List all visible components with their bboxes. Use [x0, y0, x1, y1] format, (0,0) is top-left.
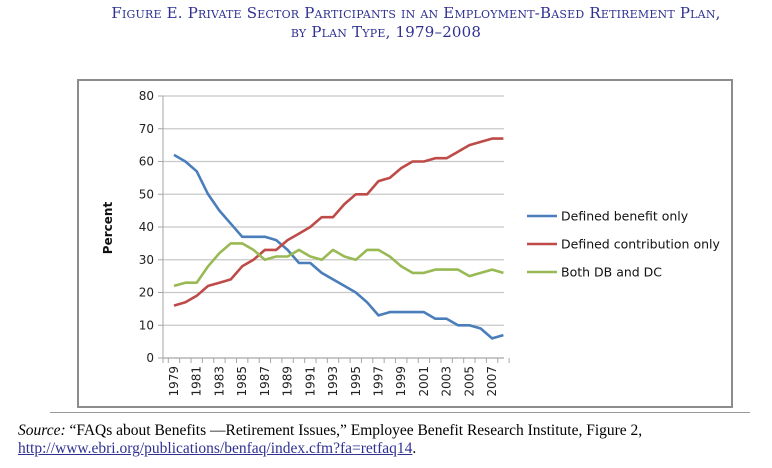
y-tick-label: 50 [139, 187, 154, 201]
series-lines [173, 137, 504, 340]
legend-label: Both DB and DC [561, 265, 662, 280]
y-tick-label: 40 [139, 220, 154, 234]
divider [50, 412, 750, 413]
y-axis-ticks: 0 10 20 30 40 50 60 70 80 [139, 89, 164, 365]
y-tick-label: 30 [139, 253, 154, 267]
legend: Defined benefit only Defined contribution… [527, 209, 720, 280]
x-tick-label: 1989 [281, 366, 295, 397]
y-axis-label: Percent [101, 202, 115, 255]
x-tick-label: 2007 [485, 366, 499, 397]
x-tick-label: 2005 [462, 366, 476, 397]
y-tick-label: 10 [139, 318, 154, 332]
y-tick-label: 80 [139, 89, 154, 103]
source-link[interactable]: http://www.ebri.org/publications/benfaq/… [18, 440, 413, 457]
x-tick-label: 1979 [167, 366, 181, 397]
x-tick-label: 1987 [258, 366, 272, 397]
x-tick-label: 1997 [371, 366, 385, 397]
x-tick-label: 2003 [440, 366, 454, 397]
x-axis: 1979 1981 1983 1985 1987 1989 1991 1993 1995 1997… [167, 358, 510, 397]
x-tick-label: 1993 [326, 366, 340, 397]
x-tick-label: 1991 [303, 366, 317, 397]
source-trailing: . [412, 440, 417, 457]
x-tick-label: 1981 [190, 366, 204, 397]
x-tick-label: 1999 [394, 366, 408, 397]
figure-title-line2: by Plan Type, 1979–2008 [290, 23, 482, 41]
source-label: Source: [18, 422, 66, 439]
figure-title: Figure E. Private Sector Participants in… [0, 4, 772, 42]
x-tick-label: 2001 [417, 366, 431, 397]
source-note: Source: “FAQs about Benefits —Retirement… [18, 422, 768, 458]
series-line-both-db-and-dc [173, 242, 504, 288]
x-tick-label: 1985 [235, 366, 249, 397]
y-tick-label: 60 [139, 155, 154, 169]
y-tick-label: 70 [139, 122, 154, 136]
y-tick-label: 20 [139, 286, 154, 300]
figure-title-line1: Figure E. Private Sector Participants in… [111, 4, 721, 22]
chart-frame [77, 79, 733, 408]
y-tick-label: 0 [146, 351, 154, 365]
legend-label: Defined benefit only [561, 209, 689, 224]
series-line-defined-contribution-only [173, 137, 504, 307]
gridlines [163, 95, 504, 359]
legend-label: Defined contribution only [561, 237, 720, 252]
x-tick-label: 1983 [212, 366, 226, 397]
source-text: “FAQs about Benefits —Retirement Issues,… [65, 422, 643, 439]
x-tick-label: 1995 [349, 366, 363, 397]
series-line-defined-benefit-only [173, 153, 504, 340]
